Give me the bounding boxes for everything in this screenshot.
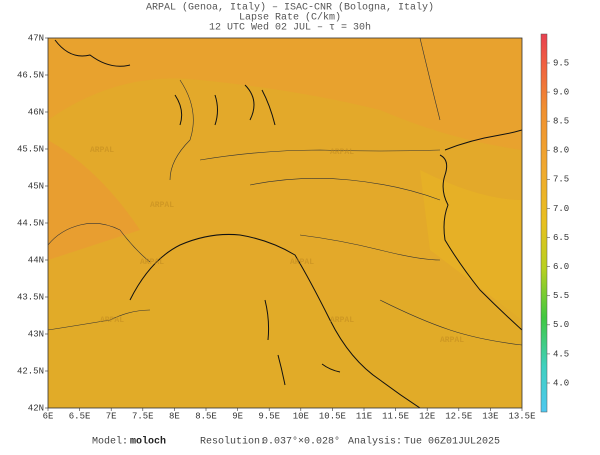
watermark: ARPAL bbox=[140, 258, 164, 267]
lat-label: 43.5N bbox=[17, 292, 44, 302]
lon-label: 9.5E bbox=[258, 411, 280, 421]
lon-label: 9E bbox=[232, 411, 243, 421]
lat-label: 46.5N bbox=[17, 70, 44, 80]
watermark: ARPAL bbox=[90, 146, 114, 155]
lat-label: 45N bbox=[28, 181, 44, 191]
lat-label: 43N bbox=[28, 329, 44, 339]
lon-label: 8E bbox=[169, 411, 180, 421]
resolution-label: Resolution: bbox=[200, 436, 266, 448]
colorbar-label: 7.5 bbox=[553, 175, 569, 185]
lon-label: 7E bbox=[106, 411, 117, 421]
watermark: ARPAL bbox=[330, 148, 354, 157]
colorbar-label: 8.5 bbox=[553, 117, 569, 127]
lon-label: 11E bbox=[356, 411, 372, 421]
lon-label: 11.5E bbox=[382, 411, 409, 421]
lat-label: 46N bbox=[28, 107, 44, 117]
colorbar-label: 9.5 bbox=[553, 58, 569, 68]
lon-label: 8.5E bbox=[195, 411, 217, 421]
subtitle: 12 UTC Wed 02 JUL – τ = 30h bbox=[209, 22, 371, 34]
colorbar-label: 9.0 bbox=[553, 87, 569, 97]
lon-label: 6.5E bbox=[69, 411, 91, 421]
model: moloch bbox=[130, 436, 166, 448]
colorbar-label: 4.5 bbox=[553, 349, 569, 359]
lat-label: 44N bbox=[28, 255, 44, 265]
colorbar-label: 5.5 bbox=[553, 291, 569, 301]
lon-label: 10.5E bbox=[319, 411, 346, 421]
lon-label: 6E bbox=[43, 411, 54, 421]
model-label: Model: bbox=[92, 436, 128, 448]
lon-label: 13.5E bbox=[508, 411, 535, 421]
colorbar-label: 8.0 bbox=[553, 146, 569, 156]
watermark: ARPAL bbox=[440, 336, 464, 345]
colorbar-label: 6.5 bbox=[553, 233, 569, 243]
colorbar bbox=[540, 33, 548, 413]
map bbox=[48, 38, 522, 408]
lon-label: 13E bbox=[482, 411, 498, 421]
subtitle: Lapse Rate (C/km) bbox=[239, 12, 341, 24]
analysis: Tue 06Z01JUL2025 bbox=[404, 437, 500, 448]
lat-label: 44.5N bbox=[17, 218, 44, 228]
watermark: ARPAL bbox=[100, 316, 124, 325]
lat-label: 45.5N bbox=[17, 144, 44, 154]
lon-label: 12.5E bbox=[445, 411, 472, 421]
title: ARPAL (Genoa, Italy) – ISAC-CNR (Bologna… bbox=[146, 2, 434, 14]
colorbar-label: 7.0 bbox=[553, 204, 569, 214]
lat-label: 42N bbox=[28, 403, 44, 413]
lat-label: 42.5N bbox=[17, 366, 44, 376]
lon-label: 7.5E bbox=[132, 411, 154, 421]
watermark: ARPAL bbox=[290, 258, 314, 267]
analysis-label: Analysis: bbox=[348, 436, 402, 448]
colorbar-label: 5.0 bbox=[553, 320, 569, 330]
watermark: ARPAL bbox=[330, 316, 354, 325]
colorbar-label: 4.0 bbox=[553, 378, 569, 388]
lon-label: 12E bbox=[419, 411, 435, 421]
resolution: 0.037°×0.028° bbox=[262, 436, 340, 448]
colorbar-label: 6.0 bbox=[553, 262, 569, 272]
lon-label: 10E bbox=[293, 411, 309, 421]
lat-label: 47N bbox=[28, 33, 44, 43]
watermark: ARPAL bbox=[150, 201, 174, 210]
